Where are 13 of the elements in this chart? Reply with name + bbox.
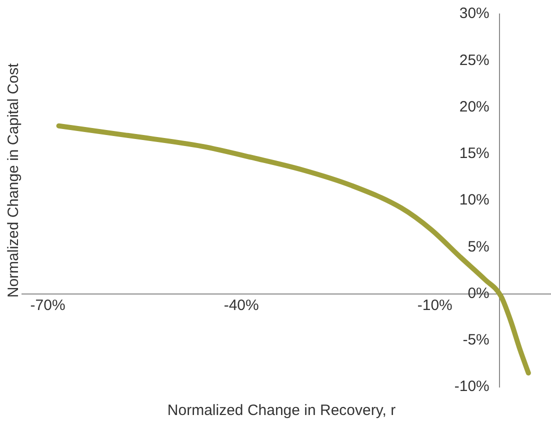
y-tick-label: 20% — [459, 98, 490, 116]
y-tick-label: 15% — [459, 145, 490, 162]
x-tick-label: -70% — [30, 296, 66, 314]
x-tick-label: -10% — [417, 296, 452, 314]
y-tick-label: -5% — [462, 332, 490, 349]
x-tick-label: -40% — [224, 296, 259, 314]
y-tick-label: 30% — [459, 5, 490, 22]
y-tick-label: 5% — [468, 238, 490, 256]
y-tick-label: 10% — [459, 192, 490, 209]
y-tick-label: 25% — [459, 52, 490, 69]
x-axis-title: Normalized Change in Recovery, r — [167, 402, 396, 420]
y-tick-label: -10% — [454, 378, 490, 396]
y-axis-title: Normalized Change in Capital Cost — [5, 62, 22, 298]
